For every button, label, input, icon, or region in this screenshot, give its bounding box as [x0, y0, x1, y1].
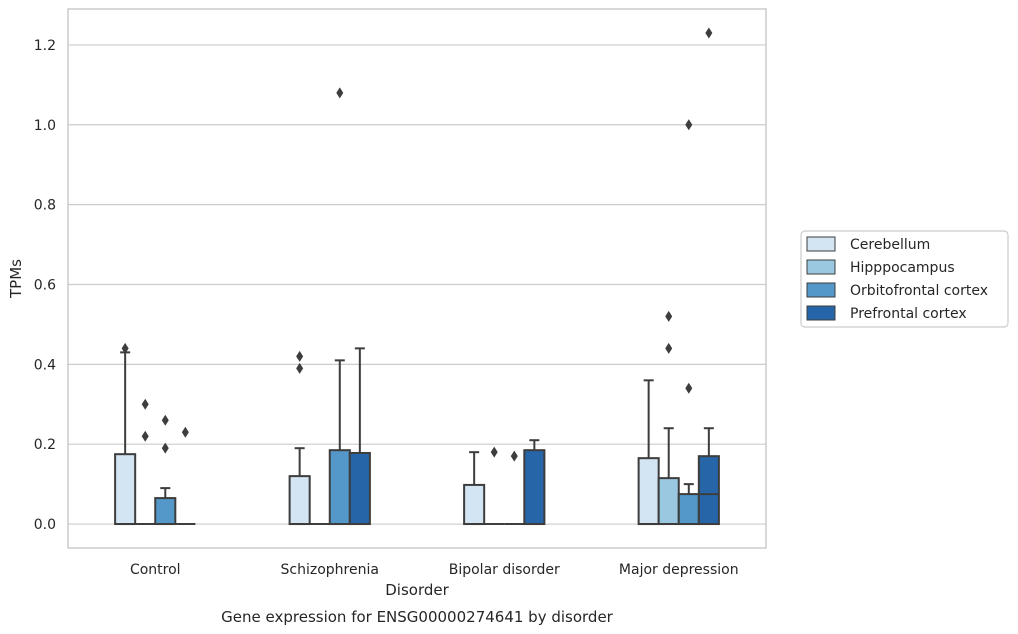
outlier-point	[141, 430, 149, 442]
box-plots	[114, 27, 720, 526]
outlier-point	[705, 27, 713, 39]
outlier-point	[685, 382, 693, 394]
box	[637, 457, 660, 526]
x-tick-label: Major depression	[619, 562, 739, 578]
box-cerebellum-3	[637, 379, 660, 526]
box	[114, 453, 137, 526]
box	[348, 451, 371, 526]
outlier-point	[161, 442, 169, 454]
y-tick-label: 0.4	[34, 357, 56, 373]
outlier-point	[490, 446, 498, 458]
y-tick-label: 1.0	[34, 118, 56, 134]
outlier-point	[141, 398, 149, 410]
legend-swatch	[806, 259, 836, 275]
box-hipppocampus-2	[484, 446, 505, 526]
outlier-point	[161, 414, 169, 426]
box-orbitofrontal-cortex-3	[677, 119, 700, 526]
box-prefrontal-cortex-1	[348, 347, 371, 526]
box-hipppocampus-3	[657, 310, 680, 526]
outlier-point	[296, 362, 304, 374]
box-orbitofrontal-cortex-2	[504, 450, 525, 526]
outlier-point	[121, 342, 129, 354]
outlier-point	[510, 450, 518, 462]
chart-caption: Gene expression for ENSG00000274641 by d…	[221, 608, 614, 626]
grid-lines	[68, 44, 766, 525]
box-cerebellum-1	[288, 350, 311, 526]
legend-label: Cerebellum	[850, 237, 930, 253]
outlier-point	[685, 119, 693, 131]
legend-label: Orbitofrontal cortex	[850, 283, 988, 299]
x-tick-label: Control	[130, 562, 181, 578]
legend-label: Hipppocampus	[850, 260, 955, 276]
legend-frame	[800, 230, 1009, 328]
outlier-point	[296, 350, 304, 362]
box-prefrontal-cortex-2	[523, 439, 546, 526]
box	[328, 449, 351, 526]
x-axis-label: Disorder	[385, 581, 449, 599]
outlier-point	[181, 426, 189, 438]
box-prefrontal-cortex-0	[175, 426, 196, 526]
legend: Cerebellum Hipppocampus Orbitofrontal cort…	[800, 230, 1009, 328]
y-tick-label: 1.2	[34, 38, 56, 54]
legend-label: Prefrontal cortex	[850, 306, 967, 322]
box	[288, 475, 311, 526]
y-tick-label: 0.6	[34, 277, 56, 293]
box	[463, 483, 486, 526]
x-tick-label: Schizophrenia	[281, 562, 379, 578]
box-cerebellum-2	[463, 451, 486, 526]
y-axis-label: TPMs	[7, 259, 25, 299]
legend-swatch	[806, 236, 836, 252]
x-tick-label: Bipolar disorder	[449, 562, 560, 578]
y-tick-label: 0.2	[34, 437, 56, 453]
y-tick-label: 0.0	[34, 517, 56, 533]
box	[677, 493, 700, 526]
outlier-point	[336, 87, 344, 99]
box-hipppocampus-0	[135, 398, 156, 526]
box	[523, 449, 546, 526]
x-axis-ticks: Control Schizophrenia Bipolar disorder Majo…	[130, 562, 739, 578]
outlier-point	[665, 342, 673, 354]
box-orbitofrontal-cortex-0	[154, 414, 177, 526]
box-cerebellum-0	[114, 342, 137, 526]
outlier-point	[665, 310, 673, 322]
y-tick-label: 0.8	[34, 198, 56, 214]
box	[657, 477, 680, 526]
y-axis-ticks: 0.0 0.2 0.4 0.6 0.8 1.0 1.2	[34, 38, 56, 533]
box	[697, 455, 720, 526]
box-prefrontal-cortex-3	[697, 27, 720, 526]
legend-swatch	[806, 305, 836, 321]
box-orbitofrontal-cortex-1	[328, 87, 351, 526]
box	[154, 497, 177, 526]
legend-swatch	[806, 282, 836, 298]
plot-frame	[67, 8, 767, 549]
